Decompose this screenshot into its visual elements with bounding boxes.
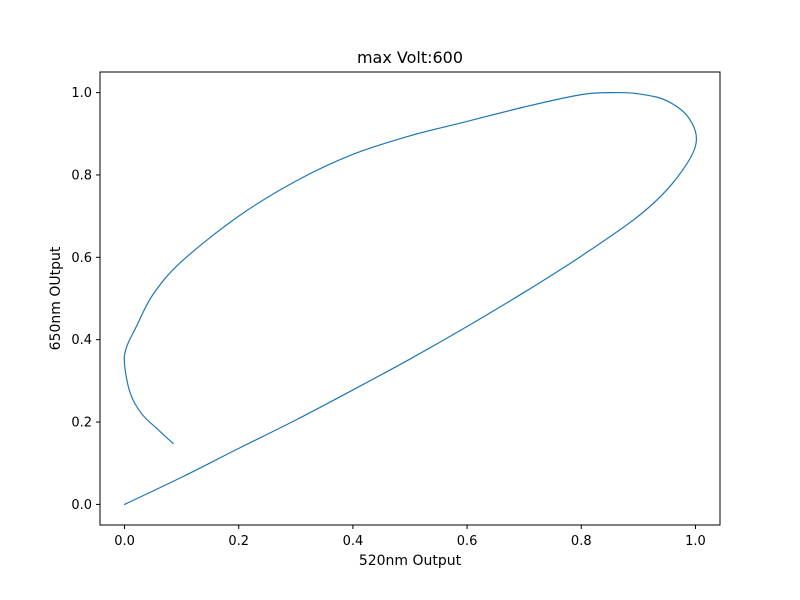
plot-frame bbox=[99, 71, 721, 526]
x-tick-label: 0.8 bbox=[571, 534, 592, 549]
x-tick-label: 0.0 bbox=[114, 534, 135, 549]
x-tick-label: 1.0 bbox=[685, 534, 706, 549]
ticks-layer: 0.0 0.2 0.4 0.6 0.8 1.0 0.0 0.2 0.4 0.6 0.8 1.0 bbox=[71, 86, 705, 549]
line-layer bbox=[123, 91, 698, 506]
x-axis-label: 520nm Output bbox=[359, 553, 462, 569]
y-axis-label: 650nm OUtput bbox=[48, 246, 64, 350]
x-tick-label: 0.4 bbox=[343, 534, 364, 549]
x-tick-label: 0.6 bbox=[457, 534, 478, 549]
chart-title: max Volt:600 bbox=[357, 48, 463, 67]
y-tick-label: 0.6 bbox=[71, 251, 92, 266]
x-tick-label: 0.2 bbox=[228, 534, 249, 549]
y-tick-label: 0.4 bbox=[71, 333, 92, 348]
y-tick-label: 0.0 bbox=[71, 498, 92, 513]
y-tick-label: 0.2 bbox=[71, 416, 92, 431]
y-tick-label: 1.0 bbox=[71, 86, 92, 101]
series-line bbox=[123, 91, 698, 506]
y-tick-label: 0.8 bbox=[71, 168, 92, 183]
